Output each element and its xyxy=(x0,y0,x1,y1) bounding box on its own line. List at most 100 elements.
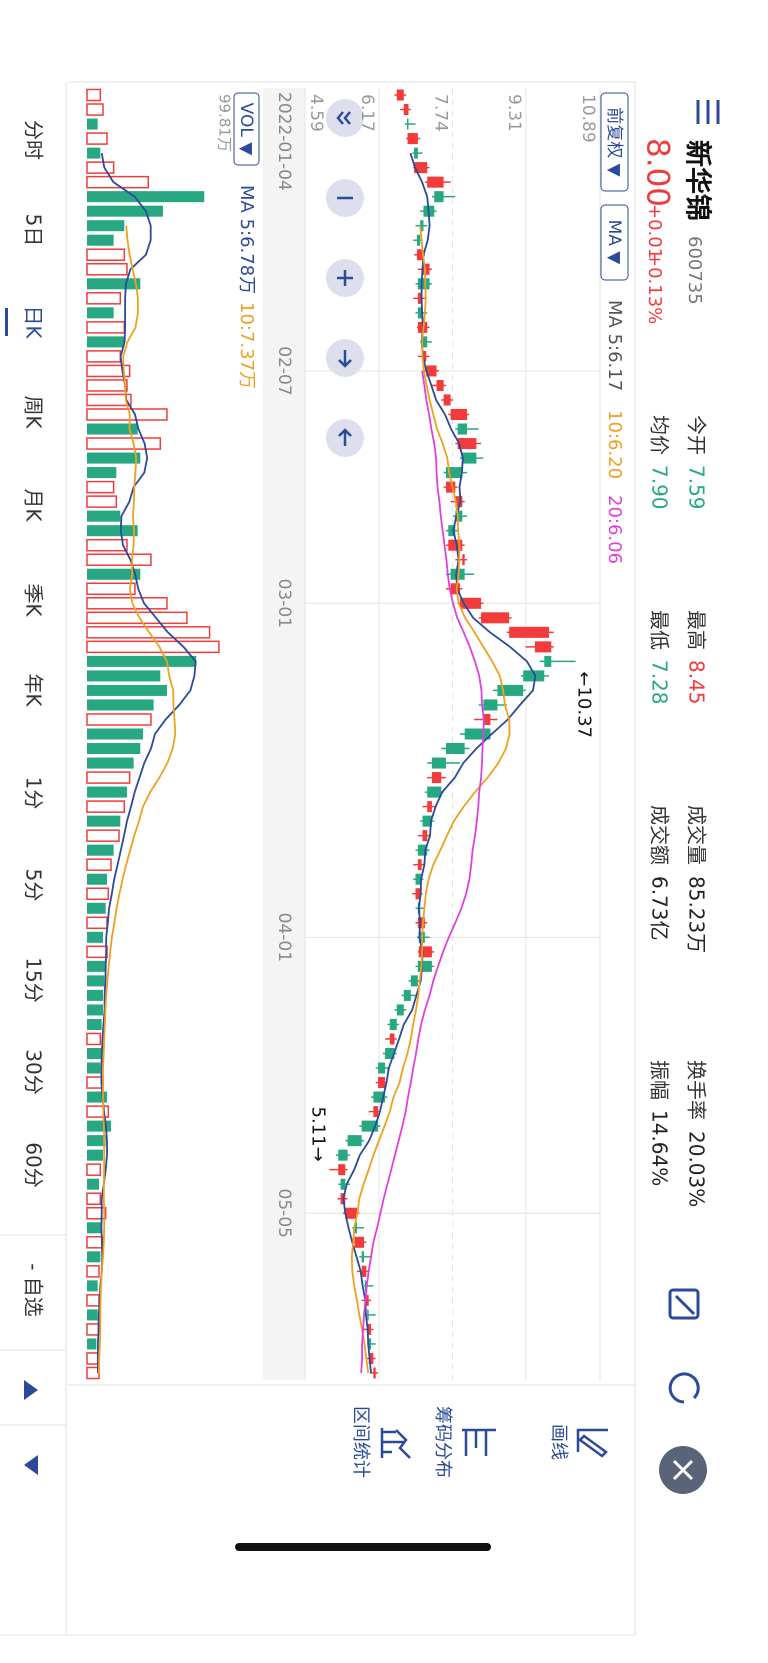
ma-line xyxy=(360,370,485,1374)
volume-bar xyxy=(86,175,150,189)
candle-body xyxy=(406,118,409,130)
candle-body xyxy=(378,1062,386,1074)
tab[interactable]: 5日 xyxy=(22,214,46,247)
volume-bar xyxy=(87,1280,98,1292)
candle-body xyxy=(410,975,418,987)
menu-icon[interactable] xyxy=(696,100,720,124)
stat-value: 20.03% xyxy=(685,1131,709,1207)
side-tool[interactable]: 筹码分布 xyxy=(432,1406,453,1478)
volume-bar xyxy=(86,538,128,552)
volume-bar xyxy=(86,655,197,667)
volume-bar xyxy=(86,379,128,392)
tab[interactable]: 年K xyxy=(22,673,46,707)
candle-body xyxy=(434,191,444,203)
volume-bar xyxy=(86,467,117,479)
side-tool[interactable]: 画线 xyxy=(548,1424,569,1460)
volume-bar xyxy=(86,1018,102,1030)
x-tick-label: 02-07 xyxy=(274,346,294,395)
volume-bar xyxy=(86,1265,100,1278)
candle-body xyxy=(340,1178,346,1190)
candle-body xyxy=(422,815,432,827)
ma-button[interactable] xyxy=(600,204,629,281)
candle-body xyxy=(416,249,423,261)
candle-body xyxy=(338,1164,346,1176)
volume-bar xyxy=(86,786,127,798)
candle-body xyxy=(483,699,498,711)
candle-body xyxy=(481,612,510,624)
candle-body xyxy=(417,292,422,304)
volume-bar xyxy=(87,525,138,537)
volume-bar xyxy=(87,1178,99,1190)
candle-body xyxy=(407,133,418,145)
adjust-button[interactable] xyxy=(600,92,629,192)
tab-arrows[interactable] xyxy=(24,1380,38,1475)
volume-bar xyxy=(86,452,141,464)
ma-legend: 10:6.20 xyxy=(604,410,625,479)
vol-button-label[interactable]: VOL ▼ xyxy=(236,103,256,157)
tab[interactable]: - 自选 xyxy=(22,1263,46,1317)
close-button[interactable] xyxy=(659,1446,707,1494)
stat-value: 85.23万 xyxy=(685,876,709,953)
volume-bar xyxy=(86,553,152,566)
candle-body xyxy=(389,1018,397,1030)
zoom-controls[interactable] xyxy=(326,99,364,457)
candle-body xyxy=(414,162,428,174)
volume-bar xyxy=(86,1323,100,1336)
candle-body xyxy=(422,830,428,842)
fullscreen-icon[interactable] xyxy=(668,1288,700,1320)
volume-bar xyxy=(86,1206,107,1220)
candle-body xyxy=(361,1251,364,1263)
adjust-label[interactable]: 前复权 ▼ xyxy=(604,107,624,177)
tab[interactable]: 季K xyxy=(22,583,46,617)
candle-body xyxy=(403,989,411,1001)
ma-button-label[interactable]: MA ▼ xyxy=(604,220,624,266)
volume-bar xyxy=(86,278,141,290)
date-band xyxy=(263,88,305,1380)
volume-bar xyxy=(87,1135,106,1147)
y-tick-label: 4.59 xyxy=(306,94,326,132)
volume-bar xyxy=(87,1309,98,1321)
tab[interactable]: 15分 xyxy=(22,957,46,1002)
volume-bar xyxy=(86,161,115,174)
candle-body xyxy=(414,147,418,159)
x-tick-label: 03-01 xyxy=(274,579,294,628)
tab[interactable]: 60分 xyxy=(22,1142,46,1187)
candle-body xyxy=(509,626,549,638)
volume-bar xyxy=(87,815,121,827)
volume-bar xyxy=(86,321,126,334)
vol-button[interactable] xyxy=(233,92,260,166)
volume-bar xyxy=(86,408,168,421)
tab[interactable]: 1分 xyxy=(22,777,46,810)
refresh-icon[interactable] xyxy=(668,1372,700,1404)
candle-body xyxy=(417,278,430,290)
side-tool[interactable]: 区间统计 xyxy=(350,1406,371,1478)
tab[interactable]: 30分 xyxy=(22,1049,46,1094)
tab[interactable]: 日K xyxy=(22,305,46,339)
volume-bar xyxy=(86,292,122,305)
candle-body xyxy=(523,670,545,682)
candle-body xyxy=(457,423,468,435)
tab[interactable]: 月K xyxy=(22,488,46,522)
tab[interactable]: 分时 xyxy=(22,120,46,160)
volume-bar xyxy=(86,1352,99,1365)
price: 8.00 xyxy=(640,138,676,207)
change: +0.01 xyxy=(644,204,665,259)
candle-body xyxy=(396,89,404,101)
x-tick-label: 05-05 xyxy=(274,1189,294,1238)
candle-body xyxy=(389,1033,395,1045)
candle-body xyxy=(534,641,552,653)
volume-bar xyxy=(86,829,120,842)
tab[interactable]: 周K xyxy=(22,395,46,429)
volume-bar xyxy=(86,887,110,901)
stat-label: 换手率 xyxy=(685,1060,709,1120)
candle-body xyxy=(361,1265,367,1277)
volume-bar xyxy=(87,118,98,130)
candle-body xyxy=(450,408,468,421)
stock-name: 新华锦 xyxy=(682,140,714,221)
tab[interactable]: 5分 xyxy=(22,869,46,902)
stat-label: 最高 xyxy=(685,610,709,650)
side-icons[interactable] xyxy=(380,1428,608,1459)
candle-body xyxy=(403,104,409,116)
stat-value: 14.64% xyxy=(648,1110,672,1186)
